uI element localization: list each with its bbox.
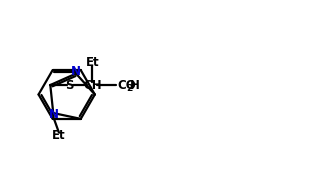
Text: CO: CO [118, 79, 137, 91]
Text: N: N [49, 108, 59, 121]
Text: S: S [65, 79, 74, 91]
Text: Et: Et [52, 129, 66, 142]
Text: 2: 2 [126, 84, 132, 93]
Text: Et: Et [85, 56, 99, 69]
Text: CH: CH [83, 79, 101, 91]
Text: H: H [129, 79, 139, 91]
Text: N: N [71, 65, 81, 78]
